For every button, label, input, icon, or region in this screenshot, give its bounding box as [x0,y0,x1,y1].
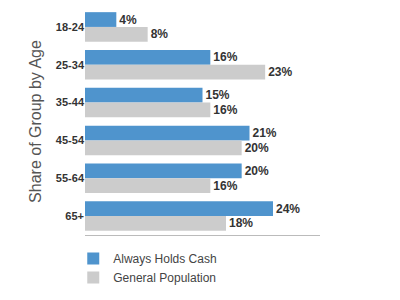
svg-text:21%: 21% [253,126,277,140]
svg-text:16%: 16% [213,103,237,117]
svg-text:16%: 16% [213,50,237,64]
svg-text:24%: 24% [276,202,300,216]
svg-text:8%: 8% [151,27,169,41]
svg-text:4%: 4% [119,13,137,27]
svg-text:55-64: 55-64 [56,172,85,184]
svg-text:35-44: 35-44 [56,96,85,108]
svg-text:16%: 16% [213,179,237,193]
svg-text:25-34: 25-34 [56,59,85,71]
svg-text:General Population: General Population [113,271,216,285]
svg-text:23%: 23% [268,65,292,79]
svg-text:20%: 20% [245,164,269,178]
svg-text:Share of Group by Age: Share of Group by Age [27,40,44,203]
svg-text:65+: 65+ [65,210,84,222]
svg-text:18%: 18% [229,216,253,230]
svg-text:Always Holds Cash: Always Holds Cash [113,252,216,266]
svg-text:45-54: 45-54 [56,134,85,146]
svg-text:18-24: 18-24 [56,21,85,33]
svg-text:15%: 15% [206,88,230,102]
svg-text:20%: 20% [245,141,269,155]
